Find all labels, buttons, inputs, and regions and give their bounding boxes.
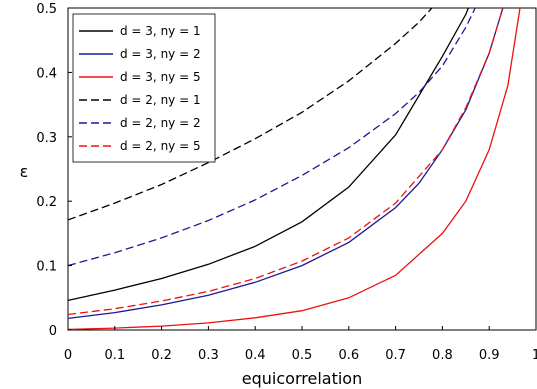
legend-entry-label: d = 3, ny = 5 xyxy=(120,70,201,84)
x-tick-label: 1 xyxy=(532,348,537,363)
x-tick-label: 0.3 xyxy=(198,348,219,363)
y-tick-label: 0.5 xyxy=(36,2,57,17)
legend: d = 3, ny = 1 d = 3, ny = 2 d = 3, ny = 5 d… xyxy=(72,13,216,163)
legend-entry-label: d = 3, ny = 1 xyxy=(120,24,201,38)
x-tick-label: 0.4 xyxy=(245,348,266,363)
series-line-1 xyxy=(68,8,470,302)
x-tick-label: 0.1 xyxy=(104,348,125,363)
ticks-layer: 0 0.1 0.2 0.3 0.4 0.5 0.6 0.7 0.8 0.9 1 0 0.1 0.2 0.3 0… xyxy=(36,2,537,363)
legend-entry-label: d = 3, ny = 2 xyxy=(120,47,201,61)
y-tick-label: 0.4 xyxy=(36,66,57,81)
y-tick-label: 0.2 xyxy=(36,195,57,210)
legend-entry-label: d = 2, ny = 2 xyxy=(120,116,201,130)
series-line-4 xyxy=(68,8,433,221)
x-tick-label: 0.9 xyxy=(479,348,500,363)
legend-box xyxy=(72,13,216,163)
x-tick-label: 0.8 xyxy=(432,348,453,363)
y-tick-label: 0 xyxy=(49,324,57,339)
legend-entry-label: d = 2, ny = 1 xyxy=(120,93,201,107)
x-tick-label: 0.5 xyxy=(292,348,313,363)
x-tick-label: 0.7 xyxy=(385,348,406,363)
x-tick-label: 0.2 xyxy=(151,348,172,363)
y-tick-label: 0.1 xyxy=(36,260,57,275)
x-tick-label: 0.6 xyxy=(338,348,359,363)
series-line-6 xyxy=(68,8,504,316)
x-tick-label: 0 xyxy=(64,348,72,363)
series-line-2 xyxy=(68,8,504,320)
x-axis-label: equicorrelation xyxy=(242,369,362,388)
legend-entry-label: d = 2, ny = 5 xyxy=(120,139,201,153)
series-line-5 xyxy=(68,8,476,267)
y-axis-label: ε xyxy=(20,162,29,181)
y-tick-label: 0.3 xyxy=(36,131,57,146)
